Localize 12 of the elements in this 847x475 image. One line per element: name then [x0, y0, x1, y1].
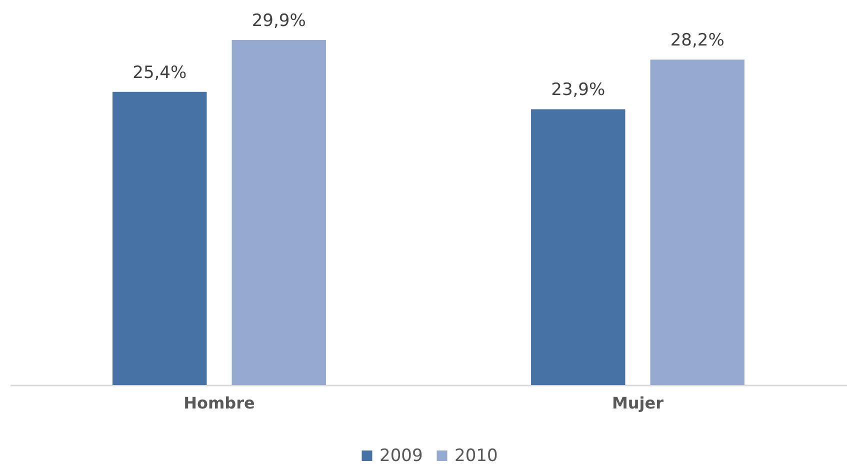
data-label: 25,4%	[132, 62, 187, 83]
data-label: 28,2%	[670, 30, 724, 51]
data-label: 23,9%	[551, 80, 606, 100]
bar	[531, 109, 626, 385]
legend-label: 2009	[380, 446, 423, 466]
bar	[232, 40, 326, 385]
x-tick-label: Hombre	[184, 394, 256, 412]
x-tick-label: Mujer	[612, 394, 664, 412]
bar	[650, 60, 744, 385]
legend-label: 2010	[454, 446, 498, 466]
data-label: 29,9%	[252, 11, 306, 31]
bar	[112, 92, 207, 385]
